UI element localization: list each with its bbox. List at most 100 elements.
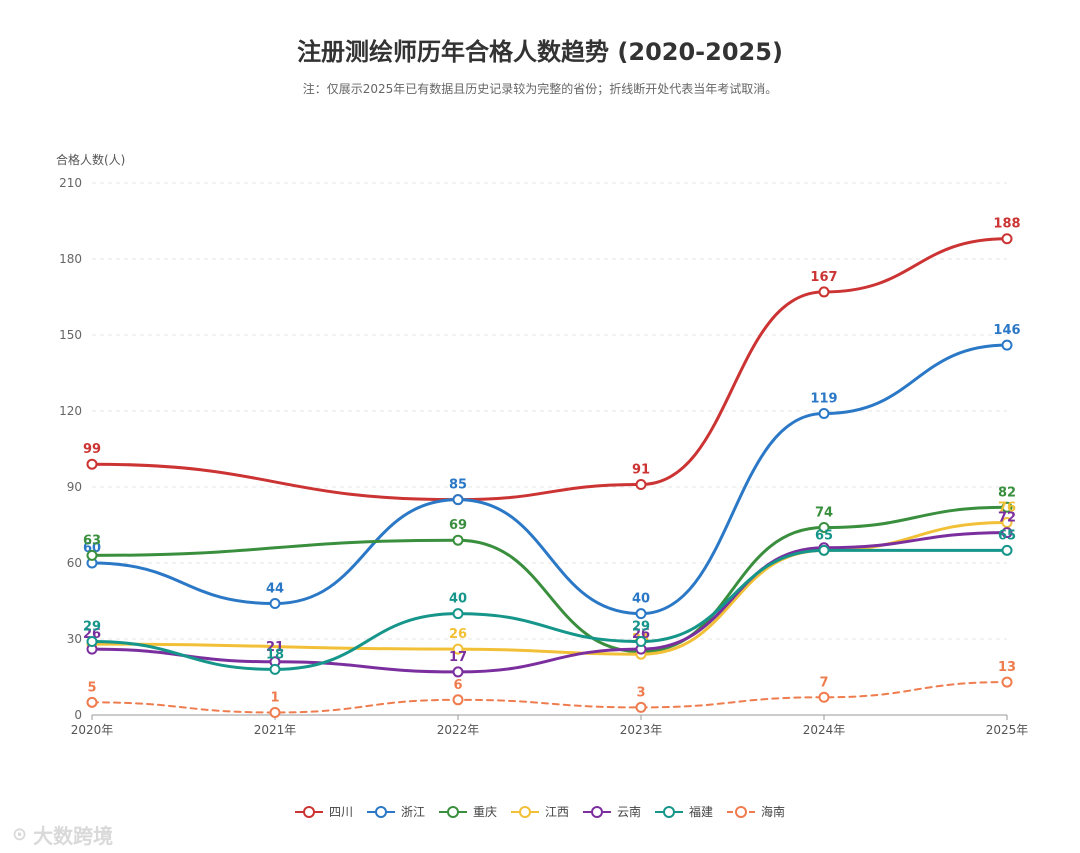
- data-label-福建: 18: [266, 647, 284, 662]
- data-label-江西: 26: [449, 627, 467, 642]
- data-point-海南: [269, 706, 281, 718]
- data-label-江西: 76: [998, 500, 1016, 515]
- legend-label: 云南: [617, 805, 642, 819]
- series-line-浙江: [90, 343, 1009, 616]
- data-point-福建: [269, 663, 281, 675]
- data-label-海南: 6: [453, 678, 462, 693]
- data-label-海南: 1: [270, 690, 279, 705]
- data-point-四川: [1001, 233, 1013, 245]
- y-axis-label: 合格人数(人): [56, 153, 126, 167]
- y-tick-label: 60: [67, 556, 82, 570]
- legend-item-浙江[interactable]: 浙江: [366, 803, 425, 820]
- data-point-福建: [1001, 544, 1013, 556]
- data-label-浙江: 60: [83, 541, 101, 556]
- data-label-重庆: 63: [83, 533, 101, 548]
- line-chart: 0 30 60 90 120 150 180 210 2020年 2021年 2022年 2023年 2…: [59, 176, 1029, 737]
- data-label-云南: 26: [632, 627, 650, 642]
- data-label-浙江: 146: [993, 323, 1020, 338]
- data-point-海南: [86, 696, 98, 708]
- legend-label: 海南: [761, 805, 786, 819]
- series-line-福建: [90, 548, 1009, 671]
- y-tick-label: 0: [74, 708, 82, 722]
- x-tick-label: 2022年: [437, 723, 480, 737]
- data-point-云南: [1001, 527, 1013, 539]
- data-label-福建: 29: [632, 620, 650, 635]
- data-label-云南: 26: [83, 627, 101, 642]
- legend-swatch: [438, 805, 467, 819]
- data-label-浙江: 44: [266, 582, 284, 597]
- data-label-重庆: 69: [449, 518, 467, 533]
- y-tick-label: 180: [59, 252, 82, 266]
- legend-label: 福建: [689, 805, 714, 819]
- y-tick-label: 30: [67, 632, 82, 646]
- x-tick-label: 2025年: [986, 723, 1029, 737]
- series-line-四川: [90, 237, 1009, 502]
- legend-item-福建[interactable]: 福建: [655, 803, 713, 820]
- y-tick-label: 90: [67, 480, 82, 494]
- data-label-四川: 99: [83, 442, 101, 457]
- data-label-福建: 29: [83, 620, 101, 635]
- data-point-江西: [452, 643, 464, 655]
- legend-label: 重庆: [472, 805, 497, 819]
- data-point-云南: [452, 666, 464, 678]
- data-label-重庆: 82: [998, 485, 1016, 500]
- data-point-重庆: [86, 549, 98, 561]
- legend-swatch: [366, 805, 395, 819]
- data-point-福建: [635, 636, 647, 648]
- data-point-浙江: [452, 494, 464, 506]
- data-point-海南: [818, 691, 830, 703]
- y-tick-label: 150: [59, 328, 82, 342]
- legend-item-海南[interactable]: 海南: [727, 803, 785, 820]
- data-point-浙江: [635, 608, 647, 620]
- data-point-浙江: [269, 598, 281, 610]
- weibo-icon: ⊙: [12, 824, 28, 845]
- series-line-云南: [90, 531, 1009, 674]
- data-label-云南: 21: [266, 640, 284, 655]
- data-point-四川: [818, 286, 830, 298]
- legend-item-四川[interactable]: 四川: [294, 803, 353, 820]
- legend-item-云南[interactable]: 云南: [583, 803, 641, 820]
- data-point-重庆: [452, 534, 464, 546]
- series-line-海南: [91, 681, 1008, 714]
- data-point-浙江: [818, 408, 830, 420]
- legend: 四川 浙江 重庆 江西 云南 福建 海南: [0, 803, 1080, 820]
- data-point-福建: [86, 636, 98, 648]
- data-label-四川: 188: [993, 217, 1020, 232]
- data-point-浙江: [1001, 339, 1013, 351]
- data-label-海南: 7: [819, 675, 828, 690]
- data-label-四川: 167: [810, 270, 837, 285]
- data-point-四川: [635, 478, 647, 490]
- data-point-福建: [452, 608, 464, 620]
- data-label-福建: 40: [449, 592, 467, 607]
- data-label-海南: 3: [636, 685, 645, 700]
- legend-item-重庆[interactable]: 重庆: [438, 803, 497, 820]
- legend-swatch: [655, 805, 684, 819]
- data-point-海南: [452, 694, 464, 706]
- data-label-福建: 65: [815, 528, 833, 543]
- legend-label: 江西: [544, 805, 569, 819]
- data-label-海南: 5: [87, 680, 96, 695]
- data-point-四川: [86, 458, 98, 470]
- data-label-重庆: 74: [815, 506, 833, 521]
- data-label-浙江: 85: [449, 478, 467, 493]
- series-line-江西: [90, 520, 1009, 656]
- legend-swatch: [294, 805, 323, 819]
- x-tick-label: 2024年: [803, 723, 846, 737]
- series-line-重庆: [90, 505, 1009, 654]
- chart-subtitle: 注：仅展示2025年已有数据且历史记录较为完整的省份；折线断开处代表当年考试取消…: [302, 82, 778, 96]
- legend-label: 浙江: [400, 805, 425, 819]
- data-point-海南: [1001, 676, 1013, 688]
- legend-swatch: [510, 805, 539, 819]
- data-label-海南: 13: [998, 660, 1016, 675]
- chart-title: 注册测绘师历年合格人数趋势 (2020-2025): [297, 38, 783, 66]
- data-label-浙江: 40: [632, 592, 650, 607]
- data-point-海南: [635, 701, 647, 713]
- data-label-云南: 72: [998, 511, 1016, 526]
- legend-item-江西[interactable]: 江西: [510, 803, 569, 820]
- watermark-text: 大数跨境: [33, 824, 114, 848]
- data-point-江西: [1001, 516, 1013, 528]
- x-tick-label: 2023年: [620, 723, 663, 737]
- data-point-重庆: [1001, 501, 1013, 513]
- x-tick-label: 2020年: [71, 723, 114, 737]
- data-label-四川: 91: [632, 462, 650, 477]
